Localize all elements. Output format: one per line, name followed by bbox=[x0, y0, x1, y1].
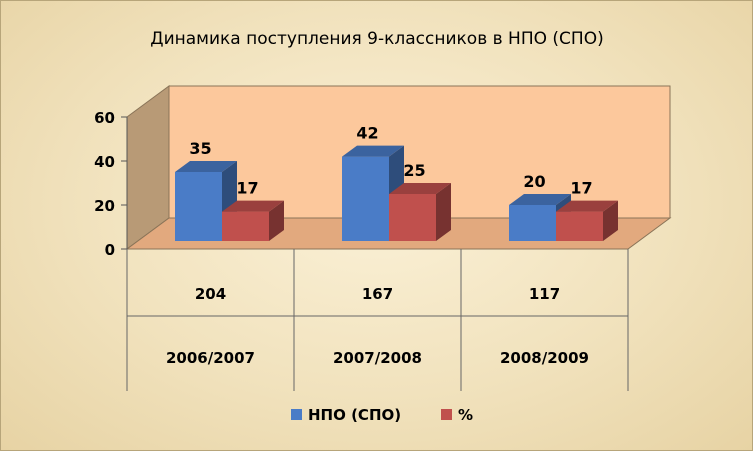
data-label: 17 bbox=[570, 179, 592, 198]
category-label: 2007/2008 bbox=[333, 349, 422, 367]
bar bbox=[389, 183, 451, 241]
bar-front bbox=[222, 211, 269, 241]
bar-side bbox=[436, 183, 451, 241]
bar-front bbox=[509, 205, 556, 241]
data-label: 35 bbox=[189, 139, 211, 158]
bar-side bbox=[269, 200, 284, 241]
table-value: 117 bbox=[529, 285, 560, 303]
legend-label: % bbox=[458, 406, 473, 424]
bar-front bbox=[342, 156, 389, 241]
y-tick-label: 40 bbox=[94, 153, 115, 171]
legend: НПО (СПО)% bbox=[291, 406, 473, 424]
legend-swatch bbox=[441, 409, 452, 420]
chart-title: Динамика поступления 9-классников в НПО … bbox=[150, 29, 603, 49]
bar-top bbox=[342, 145, 404, 157]
plot-area: 35 17 42 25 20 17 bbox=[125, 85, 672, 250]
y-tick-label: 20 bbox=[94, 197, 115, 215]
y-axis: 0 20 40 60 bbox=[94, 109, 128, 259]
data-table: 204 2006/2007 167 2007/2008 117 2008/2009 bbox=[126, 249, 629, 391]
bar-front bbox=[556, 211, 603, 241]
bar bbox=[222, 200, 284, 241]
bar bbox=[556, 200, 618, 241]
data-label: 42 bbox=[356, 124, 378, 143]
bar-top bbox=[509, 194, 571, 205]
category-label: 2008/2009 bbox=[500, 349, 589, 367]
bar-top bbox=[222, 200, 284, 212]
data-label: 20 bbox=[523, 172, 545, 191]
bar-top bbox=[175, 161, 237, 172]
category-label: 2006/2007 bbox=[166, 349, 255, 367]
y-tick-label: 0 bbox=[105, 241, 115, 259]
bar-front bbox=[175, 172, 222, 241]
data-label: 25 bbox=[403, 161, 425, 180]
table-value: 167 bbox=[362, 285, 393, 303]
legend-swatch bbox=[291, 409, 302, 420]
bar-top bbox=[389, 183, 451, 194]
y-tick-label: 60 bbox=[94, 109, 115, 127]
legend-label: НПО (СПО) bbox=[308, 406, 401, 424]
data-label: 17 bbox=[236, 179, 258, 198]
bar-front bbox=[389, 194, 436, 241]
bar-side bbox=[603, 200, 618, 241]
bar-top bbox=[556, 200, 618, 212]
table-value: 204 bbox=[195, 285, 226, 303]
